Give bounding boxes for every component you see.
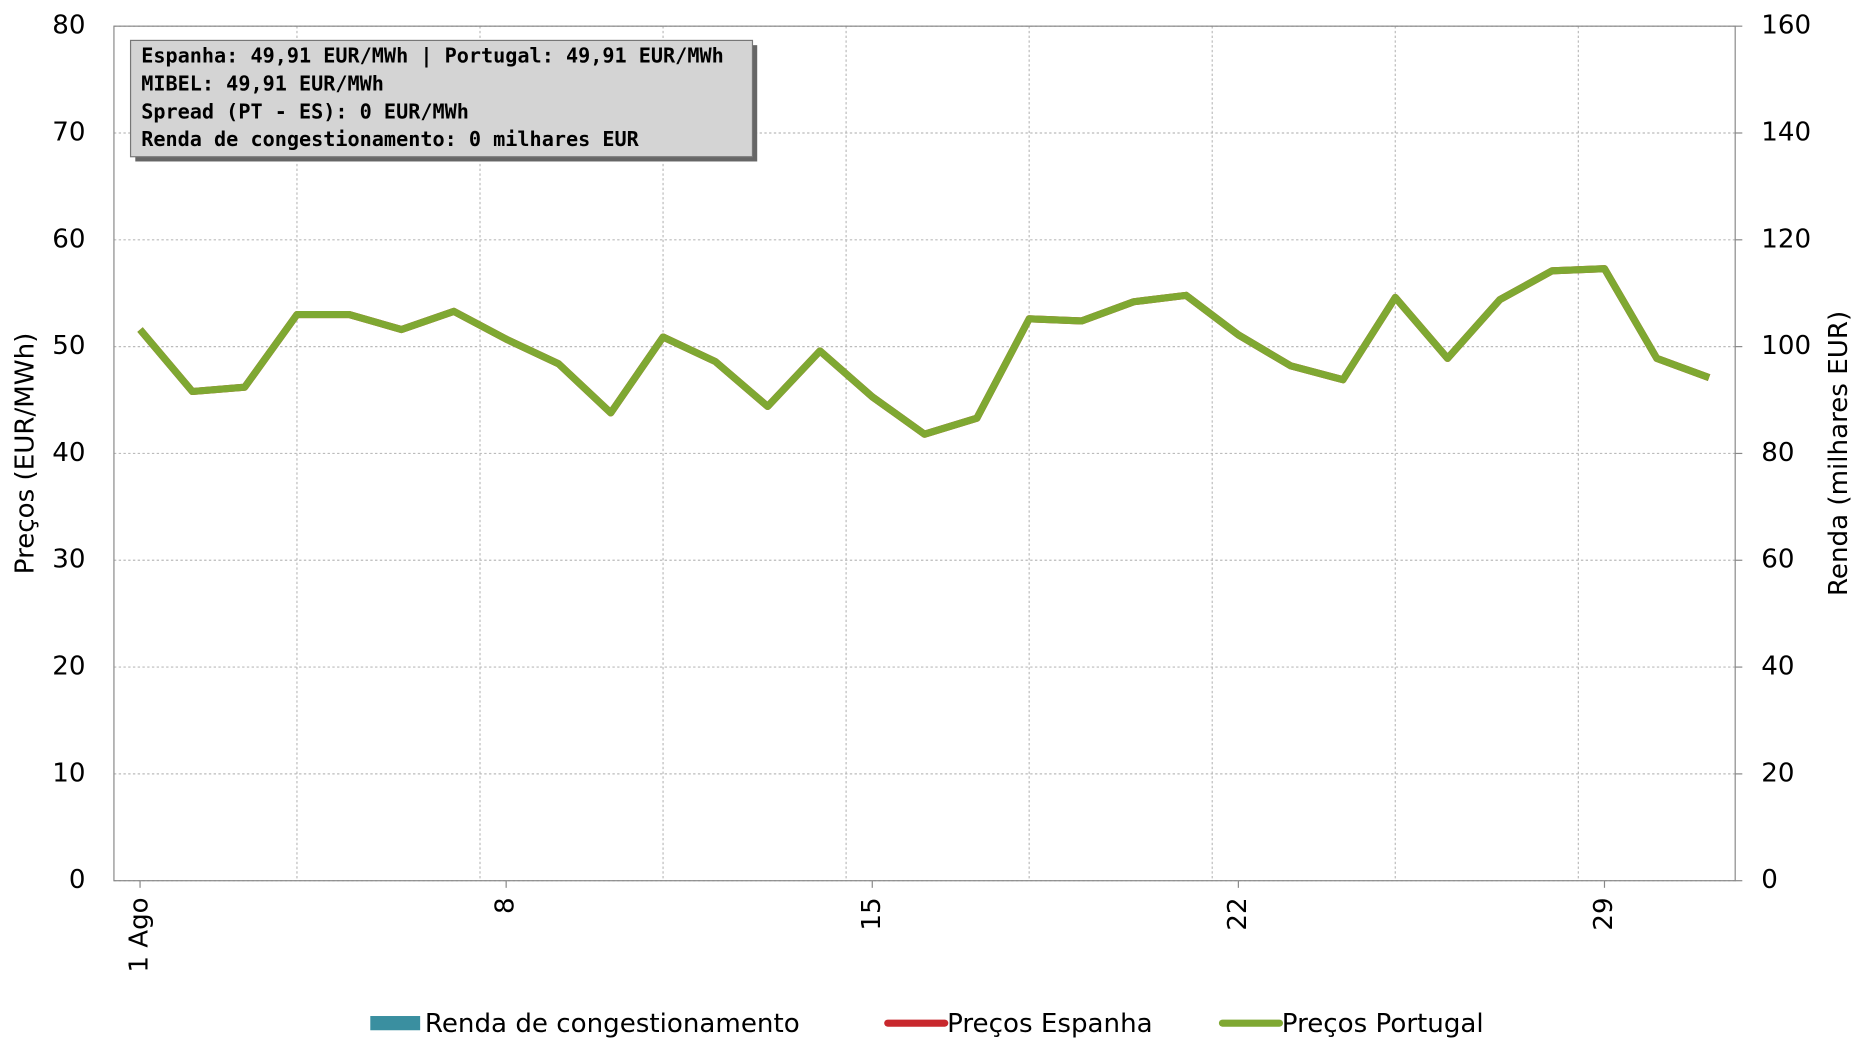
- y2-tick-label: 120: [1761, 224, 1811, 254]
- y-axis-title: Preços (EUR/MWh): [11, 333, 41, 575]
- plot-frame: [113, 25, 1736, 882]
- legend-label: Preços Portugal: [1282, 1009, 1484, 1039]
- legend-label: Renda de congestionamento: [425, 1009, 800, 1039]
- legend-label: Preços Espanha: [947, 1009, 1153, 1039]
- x-tick-label: 29: [1589, 897, 1619, 930]
- info-text: Renda de congestionamento: 0 milhares EU…: [141, 127, 639, 151]
- y-tick-label: 30: [52, 545, 85, 575]
- x-tick-label: 22: [1223, 897, 1253, 930]
- y2-tick-label: 20: [1761, 758, 1794, 788]
- x-tick-label: 8: [491, 897, 521, 914]
- y2-tick-label: 160: [1761, 11, 1811, 41]
- info-text: Espanha: 49,91 EUR/MWh | Portugal: 49,91…: [141, 44, 723, 68]
- y-tick-label: 70: [52, 117, 85, 147]
- y2-axis-title: Renda (milhares EUR): [1824, 311, 1854, 596]
- y2-tick-label: 40: [1761, 652, 1794, 682]
- line: [137, 265, 1711, 438]
- info-box-bg: [129, 39, 754, 158]
- y2-tick-label: 140: [1761, 117, 1811, 147]
- info-text: MIBEL: 49,91 EUR/MWh: [141, 71, 384, 95]
- info-box: Espanha: 49,91 EUR/MWh | Portugal: 49,91…: [129, 39, 758, 162]
- y2-tick-label: 0: [1761, 865, 1778, 895]
- y-tick-label: 60: [52, 224, 85, 254]
- legend-swatch: [370, 1016, 421, 1031]
- y2-tick-label: 80: [1761, 438, 1794, 468]
- y-tick-label: 10: [52, 758, 85, 788]
- y-tick-label: 80: [52, 11, 85, 41]
- info-text: Spread (PT - ES): 0 EUR/MWh: [141, 99, 469, 123]
- line: [137, 265, 1711, 438]
- y-tick-label: 0: [69, 865, 86, 895]
- y-tick-label: 50: [52, 331, 85, 361]
- x-tick-label: 15: [857, 897, 887, 930]
- y2-tick-label: 100: [1761, 331, 1811, 361]
- x-tick-label: 1 Ago: [125, 897, 155, 972]
- y-tick-label: 40: [52, 438, 85, 468]
- y-tick-label: 20: [52, 652, 85, 682]
- y2-tick-label: 60: [1761, 545, 1794, 575]
